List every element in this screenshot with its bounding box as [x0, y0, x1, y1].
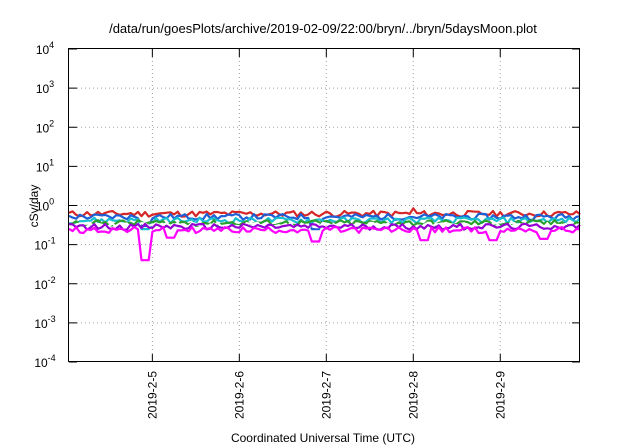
y-tick-label: 102	[36, 118, 54, 135]
y-tick-label: 101	[36, 157, 54, 174]
y-tick-label: 103	[36, 79, 54, 96]
data-series	[68, 207, 581, 262]
grid-lines	[69, 49, 580, 362]
y-tick-label: 104	[36, 40, 54, 57]
x-tick-label: 2019-2-6	[232, 371, 246, 419]
series-line	[68, 219, 581, 228]
y-tick-label: 10-1	[34, 236, 55, 253]
x-tick-label: 2019-2-5	[145, 371, 159, 419]
y-tick-label: 10-3	[34, 314, 55, 331]
axis-ticks	[69, 48, 580, 363]
series-line	[68, 225, 581, 262]
y-tick-label: 10-2	[34, 275, 55, 292]
y-axis-label: cSv/day	[27, 185, 41, 228]
x-axis-label: Coordinated Universal Time (UTC)	[231, 431, 415, 445]
y-tick-label: 100	[36, 197, 54, 214]
x-tick-label: 2019-2-8	[406, 371, 420, 419]
chart-title: /data/run/goesPlots/archive/2019-02-09/2…	[109, 21, 537, 36]
x-tick-label: 2019-2-9	[493, 371, 507, 419]
y-tick-label: 10-4	[34, 353, 55, 370]
series-line	[68, 222, 581, 231]
x-tick-label: 2019-2-7	[319, 371, 333, 419]
series-line	[68, 212, 581, 231]
series-line	[68, 207, 581, 218]
